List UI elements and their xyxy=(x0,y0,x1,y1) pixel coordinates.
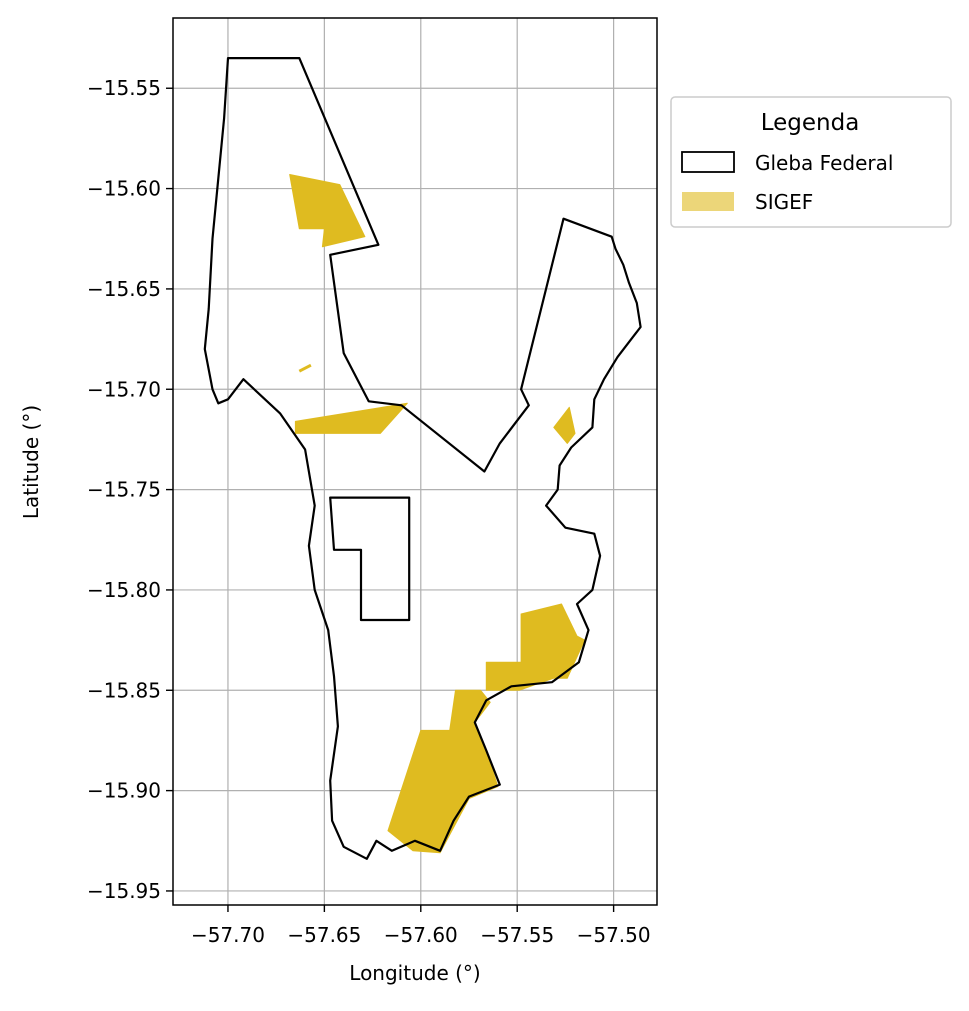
legend-label-sigef: SIGEF xyxy=(755,190,813,214)
y-axis-label: Latitude (°) xyxy=(19,405,43,519)
legend: Legenda Gleba Federal SIGEF xyxy=(670,96,952,228)
sigef-parcel xyxy=(298,363,312,373)
y-tick-label: −15.75 xyxy=(87,478,161,502)
plot-frame xyxy=(172,17,658,906)
axis-ticks: −57.70 −57.65 −57.60 −57.55 −57.50 −15.55 −15.… xyxy=(87,76,651,947)
sigef-parcel xyxy=(553,406,576,444)
y-tick-label: −15.95 xyxy=(87,879,161,903)
x-tick-label: −57.60 xyxy=(384,923,458,947)
x-tick-label: −57.55 xyxy=(480,923,554,947)
y-tick-label: −15.70 xyxy=(87,377,161,401)
legend-swatch-gleba-federal xyxy=(681,151,735,173)
sigef-parcel xyxy=(289,174,366,248)
y-tick-label: −15.55 xyxy=(87,76,161,100)
y-tick-label: −15.90 xyxy=(87,779,161,803)
legend-box xyxy=(670,96,952,228)
sigef-parcel xyxy=(485,603,586,691)
gleba-federal-boundary xyxy=(329,496,411,622)
y-tick-label: −15.80 xyxy=(87,578,161,602)
x-axis-label: Longitude (°) xyxy=(349,961,480,985)
legend-label-gleba-federal: Gleba Federal xyxy=(755,151,893,175)
y-tick-label: −15.65 xyxy=(87,277,161,301)
sigef-parcel xyxy=(294,402,408,434)
x-tick-label: −57.65 xyxy=(287,923,361,947)
x-tick-label: −57.50 xyxy=(577,923,651,947)
x-tick-label: −57.70 xyxy=(191,923,265,947)
gleba-federal-boundary xyxy=(203,56,642,860)
y-tick-label: −15.85 xyxy=(87,678,161,702)
gleba-federal-layer xyxy=(203,56,642,860)
sigef-layer xyxy=(289,174,586,854)
legend-swatch-sigef xyxy=(682,192,734,211)
y-tick-label: −15.60 xyxy=(87,177,161,201)
legend-title: Legenda xyxy=(761,110,860,136)
